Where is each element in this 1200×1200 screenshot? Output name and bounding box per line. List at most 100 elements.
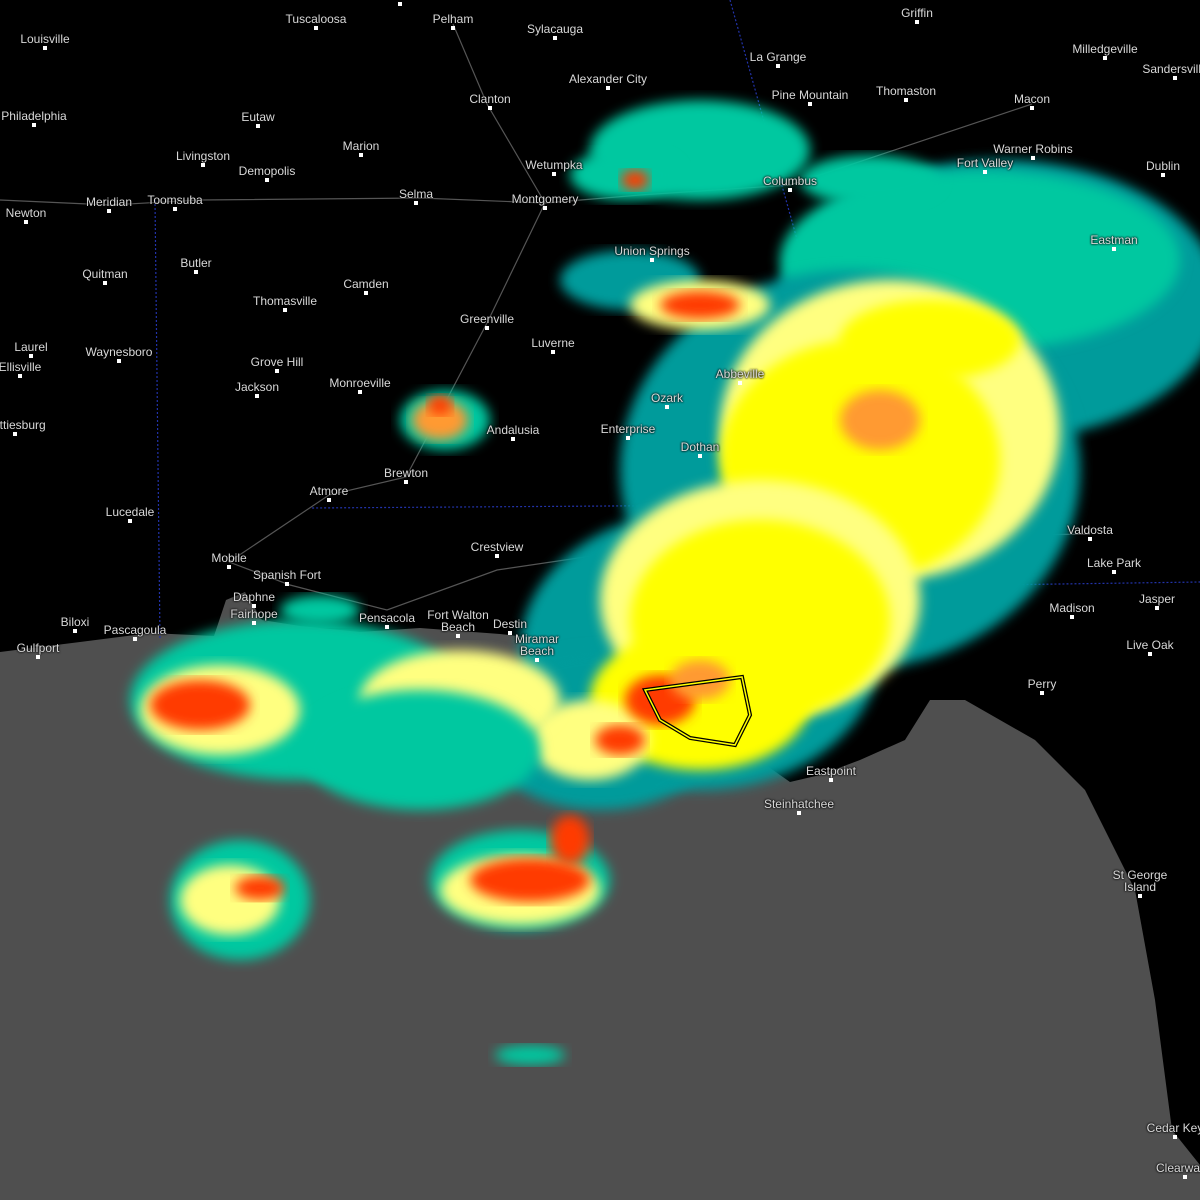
city-marker [1112, 570, 1116, 574]
city-label: Atmore [309, 484, 349, 498]
city-label: Quitman [82, 267, 128, 281]
radar-echo-red [235, 876, 285, 900]
radar-echo-red [470, 858, 590, 902]
city-marker [776, 64, 780, 68]
radar-echo-red [621, 170, 649, 190]
city-marker [485, 326, 489, 330]
city-marker [73, 629, 77, 633]
city-marker [359, 153, 363, 157]
city-label: Lucedale [105, 505, 155, 519]
city-label: Thomasville [252, 294, 318, 308]
city-marker [103, 281, 107, 285]
city-marker [543, 206, 547, 210]
radar-echo-teal [800, 155, 940, 205]
city-marker [327, 498, 331, 502]
city-label: Steinhatchee [763, 797, 835, 811]
city-label: Columbus [762, 174, 818, 188]
city-label: Pine Mountain [771, 88, 849, 102]
city-marker [194, 270, 198, 274]
radar-echo-orange [412, 400, 468, 440]
city-label: Tuscaloosa [285, 12, 347, 26]
city-label: Fairhope [230, 607, 278, 621]
city-marker [128, 519, 132, 523]
city-marker [314, 26, 318, 30]
city-marker [252, 621, 256, 625]
city-label: Lake Park [1086, 556, 1142, 570]
city-label: Jackson [234, 380, 280, 394]
city-marker [495, 554, 499, 558]
city-marker [1088, 537, 1092, 541]
city-marker [650, 258, 654, 262]
map-line [452, 23, 546, 204]
city-label: Camden [343, 277, 389, 291]
city-label: Spanish Fort [252, 568, 322, 582]
city-marker [1030, 106, 1034, 110]
city-label: Toomsuba [147, 193, 203, 207]
city-marker [829, 778, 833, 782]
city-label: Bessemer [373, 0, 427, 1]
city-marker [553, 36, 557, 40]
city-label: Thomaston [875, 84, 937, 98]
city-label: Dothan [680, 440, 720, 454]
city-marker [285, 582, 289, 586]
city-label: Eastpoint [805, 764, 857, 778]
city-label: Crestview [470, 540, 524, 554]
warning-polygon-outline [643, 676, 751, 746]
radar-echo-red [660, 291, 740, 319]
city-marker [511, 437, 515, 441]
city-label: Biloxi [60, 615, 90, 629]
city-label: Louisville [20, 32, 70, 46]
city-label: Sylacauga [526, 22, 584, 36]
city-marker [665, 405, 669, 409]
city-marker [606, 86, 610, 90]
city-label: Cedar Key [1146, 1121, 1200, 1135]
city-marker [275, 369, 279, 373]
city-marker [358, 390, 362, 394]
city-marker [904, 98, 908, 102]
city-label: Daphne [232, 590, 276, 604]
city-label: Newton [5, 206, 47, 220]
city-label: Eastman [1090, 233, 1138, 247]
city-label: Gulfport [16, 641, 60, 655]
city-marker [552, 172, 556, 176]
city-label: Luverne [531, 336, 575, 350]
city-label: Fort Valley [956, 156, 1014, 170]
city-marker [385, 625, 389, 629]
radar-echo-teal [280, 595, 360, 625]
city-marker [698, 454, 702, 458]
city-marker [1040, 691, 1044, 695]
radar-echo-red [550, 815, 590, 865]
city-label: Abbeville [715, 367, 765, 381]
city-label: Monroeville [329, 376, 391, 390]
city-marker [456, 634, 460, 638]
city-label: Grove Hill [250, 355, 304, 369]
city-marker [414, 201, 418, 205]
city-marker [252, 604, 256, 608]
city-label: Andalusia [486, 423, 540, 437]
city-label: Destin [492, 617, 528, 631]
city-label: Greenville [459, 312, 515, 326]
city-marker [107, 209, 111, 213]
city-marker [1103, 56, 1107, 60]
city-label: Pensacola [358, 611, 416, 625]
city-marker [43, 46, 47, 50]
city-marker [201, 163, 205, 167]
city-marker [117, 359, 121, 363]
city-marker [1070, 615, 1074, 619]
city-label: St George Island [1112, 868, 1168, 894]
city-marker [173, 207, 177, 211]
city-label: Demopolis [238, 164, 296, 178]
map-line [154, 199, 161, 641]
city-label: Selma [398, 187, 434, 201]
city-marker [788, 188, 792, 192]
city-label: Milledgeville [1072, 42, 1138, 56]
city-label: Pascagoula [103, 623, 167, 637]
radar-echo-orange [670, 660, 730, 700]
city-marker [364, 291, 368, 295]
city-marker [133, 637, 137, 641]
city-label: Ozark [650, 391, 684, 405]
city-marker [404, 480, 408, 484]
